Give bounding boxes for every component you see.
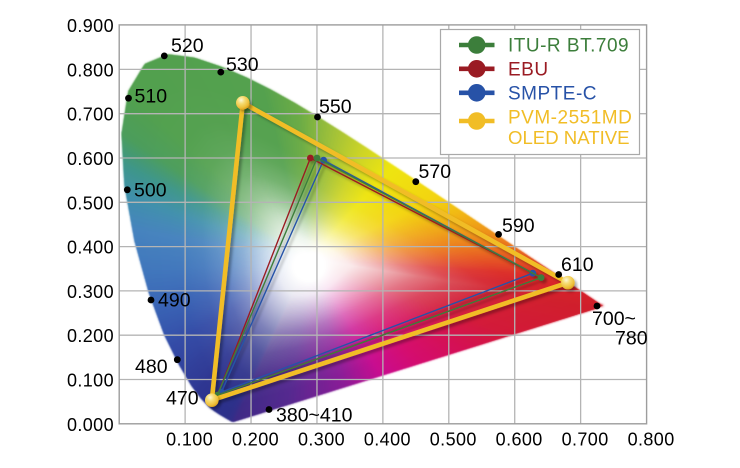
svg-text:SMPTE-C: SMPTE-C — [508, 84, 597, 105]
svg-text:550: 550 — [319, 96, 352, 118]
svg-text:EBU: EBU — [508, 60, 549, 81]
svg-text:0.100: 0.100 — [166, 430, 213, 450]
svg-text:0.400: 0.400 — [67, 238, 114, 258]
svg-text:0.700: 0.700 — [67, 105, 114, 125]
svg-text:530: 530 — [226, 54, 259, 76]
svg-text:0.300: 0.300 — [67, 282, 114, 302]
svg-text:0.500: 0.500 — [67, 193, 114, 213]
svg-text:610: 610 — [561, 254, 594, 276]
svg-text:780: 780 — [615, 328, 648, 350]
svg-text:0.400: 0.400 — [364, 430, 411, 450]
svg-text:380~410: 380~410 — [276, 405, 353, 427]
svg-text:0.800: 0.800 — [628, 430, 675, 450]
svg-text:700~: 700~ — [592, 308, 636, 330]
svg-text:0.000: 0.000 — [67, 415, 114, 435]
svg-text:0.200: 0.200 — [67, 326, 114, 346]
svg-text:490: 490 — [158, 290, 191, 312]
svg-text:0.500: 0.500 — [430, 430, 477, 450]
svg-text:0.600: 0.600 — [496, 430, 543, 450]
svg-text:0.300: 0.300 — [298, 430, 345, 450]
svg-text:590: 590 — [502, 215, 535, 237]
svg-text:570: 570 — [419, 161, 452, 183]
svg-text:0.600: 0.600 — [67, 149, 114, 169]
svg-text:520: 520 — [171, 35, 204, 57]
svg-text:0.700: 0.700 — [562, 430, 609, 450]
svg-text:ITU-R BT.709: ITU-R BT.709 — [508, 36, 629, 57]
svg-text:0.800: 0.800 — [67, 60, 114, 80]
svg-text:510: 510 — [135, 86, 168, 108]
svg-text:500: 500 — [134, 180, 167, 202]
svg-text:OLED NATIVE: OLED NATIVE — [508, 127, 630, 148]
svg-text:470: 470 — [166, 388, 199, 410]
svg-text:480: 480 — [135, 356, 168, 378]
svg-text:0.900: 0.900 — [67, 16, 114, 36]
svg-text:0.100: 0.100 — [67, 371, 114, 391]
svg-text:PVM-2551MD: PVM-2551MD — [508, 108, 632, 129]
svg-text:0.200: 0.200 — [232, 430, 279, 450]
